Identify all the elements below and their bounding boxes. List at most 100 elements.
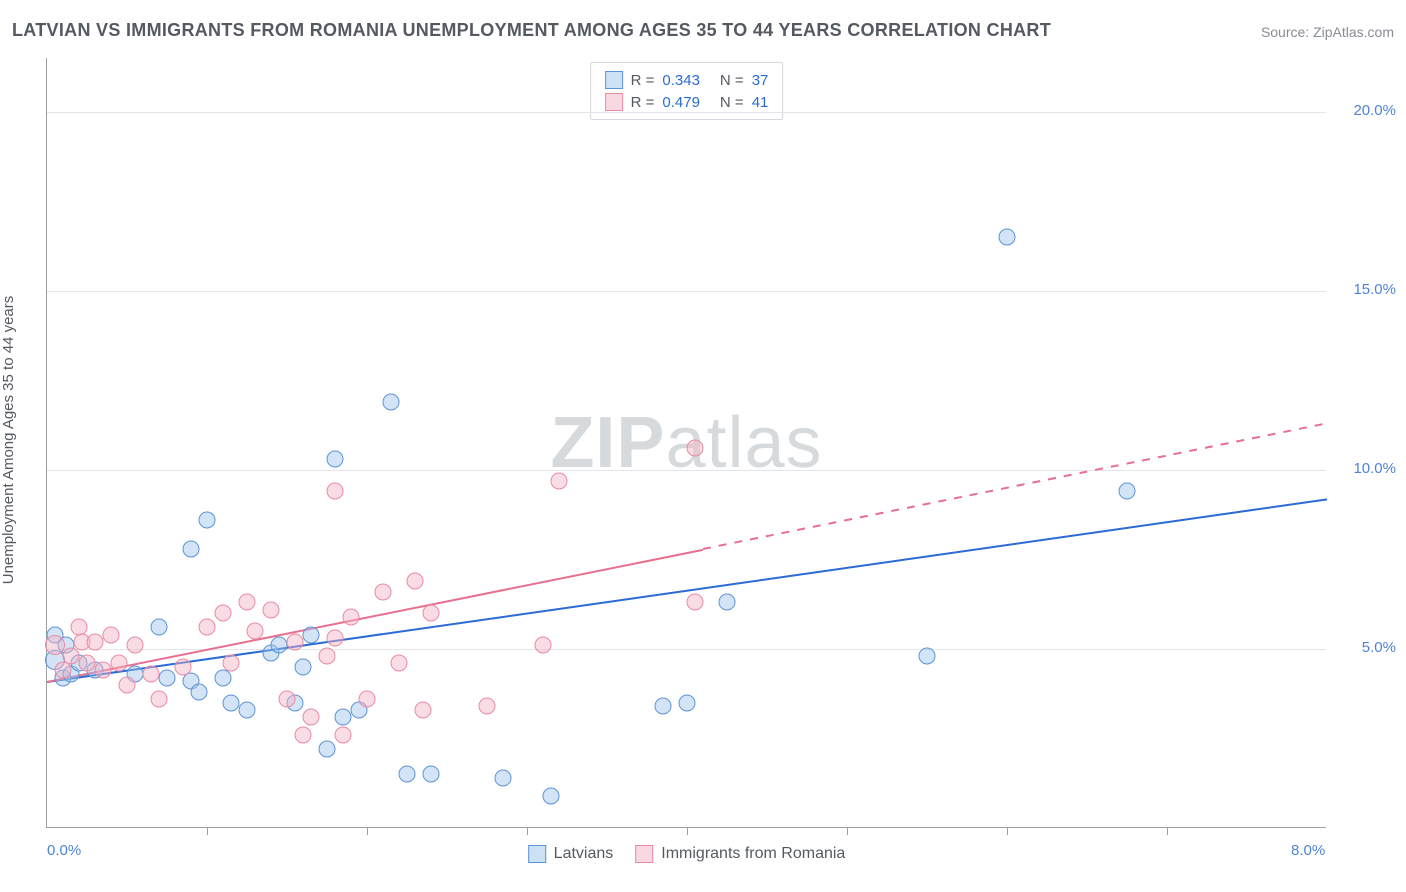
data-point [263,601,280,618]
data-point [679,694,696,711]
x-minor-tick [367,827,368,835]
data-point [175,658,192,675]
x-minor-tick [527,827,528,835]
grid-line [47,112,1326,113]
data-point [655,698,672,715]
data-point [151,619,168,636]
data-point [111,655,128,672]
data-point [495,769,512,786]
data-point [223,694,240,711]
x-tick-label: 8.0% [1291,842,1325,859]
grid-line [47,649,1326,650]
legend-row: R = 0.479 N = 41 [605,91,769,113]
n-value: 41 [752,94,769,111]
legend-label: Latvians [554,845,614,863]
legend-item: Immigrants from Romania [635,845,845,863]
n-label: N = [720,72,744,89]
data-point [551,472,568,489]
x-minor-tick [1167,827,1168,835]
y-tick-label: 10.0% [1353,460,1396,477]
data-point [63,648,80,665]
plot-area: ZIPatlas R =0.343N =37R =0.479N =41 Latv… [46,58,1326,828]
y-tick-label: 5.0% [1362,639,1396,656]
data-point [295,658,312,675]
r-value: 0.343 [662,72,700,89]
data-point [215,605,232,622]
data-point [999,229,1016,246]
data-point [535,637,552,654]
data-point [239,594,256,611]
n-label: N = [720,94,744,111]
data-point [375,583,392,600]
data-point [143,666,160,683]
x-minor-tick [687,827,688,835]
data-point [87,633,104,650]
legend-label: Immigrants from Romania [661,845,845,863]
data-point [239,701,256,718]
data-point [391,655,408,672]
x-minor-tick [207,827,208,835]
data-point [127,637,144,654]
y-axis-label: Unemployment Among Ages 35 to 44 years [0,151,17,440]
data-point [327,451,344,468]
data-point [223,655,240,672]
source-attribution: Source: ZipAtlas.com [1261,24,1394,40]
data-point [687,440,704,457]
data-point [319,741,336,758]
data-point [95,662,112,679]
y-tick-label: 20.0% [1353,102,1396,119]
data-point [319,648,336,665]
data-point [183,540,200,557]
data-point [119,676,136,693]
x-minor-tick [1007,827,1008,835]
watermark: ZIPatlas [550,402,822,484]
data-point [423,766,440,783]
legend-swatch-icon [605,71,623,89]
regression-line-dashed [703,422,1327,550]
y-tick-label: 15.0% [1353,281,1396,298]
chart-title: LATVIAN VS IMMIGRANTS FROM ROMANIA UNEMP… [12,20,1051,41]
chart-container: LATVIAN VS IMMIGRANTS FROM ROMANIA UNEMP… [0,0,1406,892]
series-legend: Latvians Immigrants from Romania [528,845,846,863]
r-value: 0.479 [662,94,700,111]
data-point [79,655,96,672]
grid-line [47,291,1326,292]
n-value: 37 [752,72,769,89]
regression-line [47,549,703,683]
data-point [327,630,344,647]
data-point [383,393,400,410]
data-point [279,691,296,708]
data-point [335,708,352,725]
legend-swatch-icon [605,93,623,111]
data-point [151,691,168,708]
grid-line [47,470,1326,471]
data-point [295,726,312,743]
data-point [687,594,704,611]
data-point [303,708,320,725]
r-label: R = [631,94,655,111]
data-point [247,623,264,640]
data-point [287,633,304,650]
legend-item: Latvians [528,845,614,863]
data-point [399,766,416,783]
data-point [303,626,320,643]
data-point [479,698,496,715]
regression-line [47,499,1327,684]
data-point [423,605,440,622]
x-tick-label: 0.0% [47,842,81,859]
legend-swatch-icon [528,845,546,863]
data-point [199,512,216,529]
data-point [103,626,120,643]
data-point [919,648,936,665]
data-point [407,572,424,589]
x-minor-tick [847,827,848,835]
data-point [271,637,288,654]
data-point [159,669,176,686]
data-point [1119,483,1136,500]
data-point [343,608,360,625]
data-point [327,483,344,500]
legend-swatch-icon [635,845,653,863]
legend-row: R = 0.343 N = 37 [605,69,769,91]
data-point [335,726,352,743]
r-label: R = [631,72,655,89]
